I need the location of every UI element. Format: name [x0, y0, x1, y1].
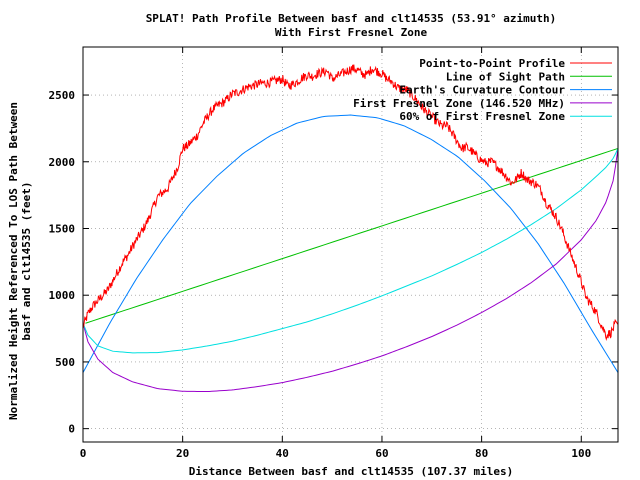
legend-label-60-of-first-fresnel-zone: 60% of First Fresnel Zone — [399, 110, 565, 123]
series-line-60-of-first-fresnel-zone — [82, 148, 619, 354]
x-tick-label: 20 — [176, 447, 189, 460]
y-axis-label-line2: basf and clt14535 (feet) — [20, 182, 33, 341]
plot-frame — [82, 46, 619, 443]
legend-label-line-of-sight-path: Line of Sight Path — [446, 70, 565, 83]
y-tick-label: 1000 — [49, 289, 76, 302]
x-axis-label: Distance Between basf and clt14535 (107.… — [189, 465, 514, 478]
y-tick-label: 2000 — [49, 156, 76, 169]
series-line-first-fresnel-zone-146-520-mhz — [82, 148, 619, 393]
x-tick-label: 60 — [375, 447, 388, 460]
y-tick-label: 2500 — [49, 89, 76, 102]
chart-subtitle: With First Fresnel Zone — [275, 26, 428, 39]
y-tick-label: 0 — [68, 423, 75, 436]
y-tick-label: 500 — [55, 356, 75, 369]
x-tick-label: 0 — [80, 447, 87, 460]
legend-label-point-to-point-profile: Point-to-Point Profile — [419, 57, 565, 70]
legend-label-earth-s-curvature-contour: Earth's Curvature Contour — [399, 84, 565, 97]
legend-label-first-fresnel-zone-146-520-mhz: First Fresnel Zone (146.520 MHz) — [353, 97, 565, 110]
x-tick-label: 40 — [276, 447, 289, 460]
x-tick-label: 80 — [475, 447, 488, 460]
series-line-earth-s-curvature-contour — [82, 114, 619, 373]
chart-title: SPLAT! Path Profile Between basf and clt… — [146, 12, 557, 25]
x-tick-label: 100 — [571, 447, 591, 460]
y-tick-label: 1500 — [49, 222, 76, 235]
y-axis-label-line1: Normalized Height Referenced To LOS Path… — [7, 102, 20, 420]
series-line-point-to-point-profile — [82, 64, 619, 342]
series-layer — [82, 64, 619, 393]
